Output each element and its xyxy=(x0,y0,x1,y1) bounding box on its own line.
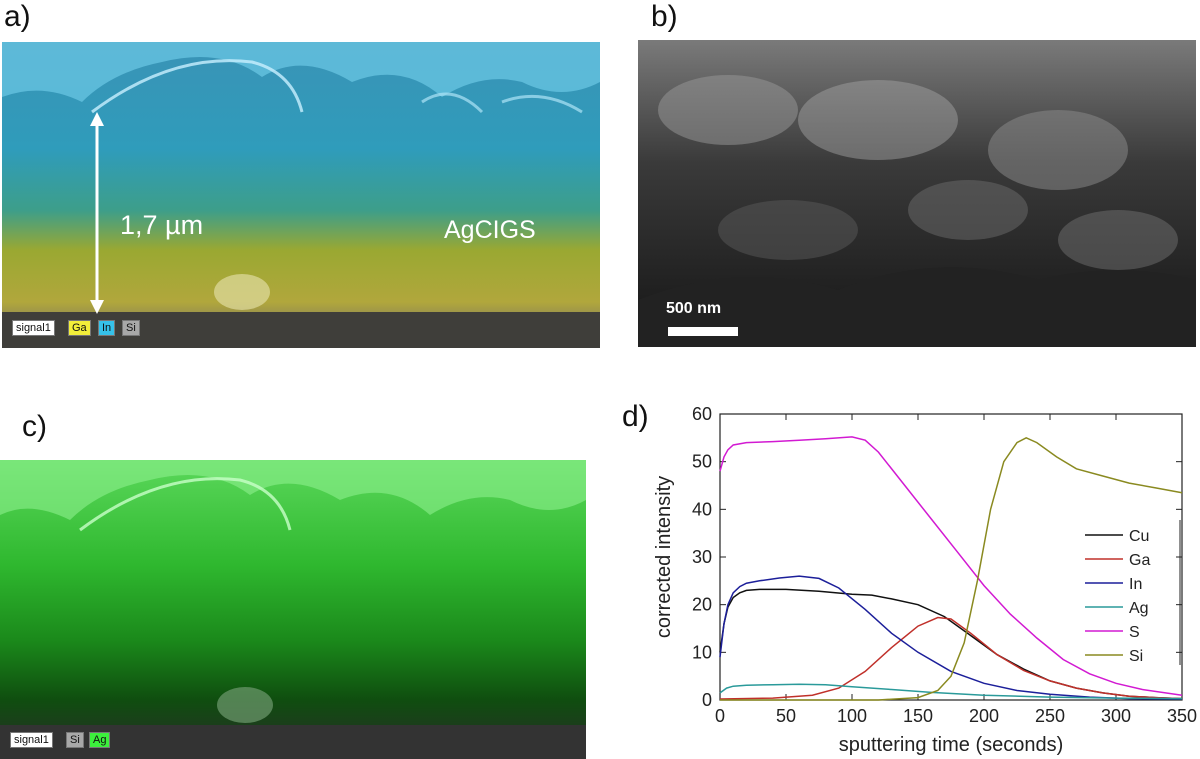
depth-profile-svg: 0 50 100 150 200 250 300 350 0 10 20 30 40 50 60 sputte… xyxy=(653,404,1197,756)
legend-signal1: signal1 xyxy=(10,732,53,748)
legend-si: Si xyxy=(66,732,84,748)
y-tick-label: 0 xyxy=(702,690,712,710)
series-line-in xyxy=(719,575,1183,700)
y-axis-label: corrected intensity xyxy=(653,476,675,638)
x-tick-label: 250 xyxy=(1035,706,1065,726)
legend-label-ag: Ag xyxy=(1129,600,1149,617)
panel-d-label: d) xyxy=(622,400,649,433)
series-line-si xyxy=(720,436,1183,701)
y-tick-label: 50 xyxy=(692,452,712,472)
x-tick-label: 300 xyxy=(1101,706,1131,726)
sem-surface-image xyxy=(638,40,1196,347)
material-label: AgCIGS xyxy=(444,216,536,244)
y-tick-label: 60 xyxy=(692,404,712,424)
plot-frame xyxy=(719,413,1183,701)
scale-bar xyxy=(668,327,738,336)
legend-ga: Ga xyxy=(68,320,91,336)
series-line-ga xyxy=(719,616,1183,700)
x-tick-label: 200 xyxy=(969,706,999,726)
edx-map-ga-in-image xyxy=(2,42,600,348)
legend-label-ga: Ga xyxy=(1129,552,1150,569)
scale-bar-label: 500 nm xyxy=(666,300,722,317)
legend-label-cu: Cu xyxy=(1129,528,1149,545)
y-tick-label: 40 xyxy=(692,499,712,519)
legend-si: Si xyxy=(122,320,140,336)
legend-label-in: In xyxy=(1129,576,1142,593)
x-axis-label: sputtering time (seconds) xyxy=(839,734,1064,756)
legend-in: In xyxy=(98,320,116,336)
panel-c-edx-map: signal1 Si Ag xyxy=(0,460,586,759)
x-tick-label: 150 xyxy=(903,706,933,726)
x-tick-label: 100 xyxy=(837,706,867,726)
legend-label-s: S xyxy=(1129,624,1140,641)
panel-b-sem-image: 500 nm xyxy=(638,40,1196,347)
legend-signal1: signal1 xyxy=(12,320,55,336)
x-tick-label: 50 xyxy=(776,706,796,726)
series-line-ag xyxy=(719,683,1183,700)
x-tick-label: 0 xyxy=(715,706,725,726)
legend-label-si: Si xyxy=(1129,648,1143,665)
x-tick-label: 350 xyxy=(1167,706,1197,726)
y-tick-label: 10 xyxy=(692,642,712,662)
panel-b-label: b) xyxy=(651,0,678,33)
series-line-s xyxy=(719,436,1183,696)
panel-a-edx-map: 1,7 µm AgCIGS signal1 Ga In Si xyxy=(2,42,600,348)
legend-ag: Ag xyxy=(89,732,111,748)
thickness-label: 1,7 µm xyxy=(120,210,204,240)
edx-map-ag-image xyxy=(0,460,586,759)
panel-d-depth-profile-chart: 0 50 100 150 200 250 300 350 0 10 20 30 40 50 60 sputte… xyxy=(640,400,1200,759)
y-tick-label: 30 xyxy=(692,547,712,567)
panel-c-label: c) xyxy=(22,410,47,443)
panel-a-label: a) xyxy=(4,0,31,33)
y-tick-label: 20 xyxy=(692,595,712,615)
